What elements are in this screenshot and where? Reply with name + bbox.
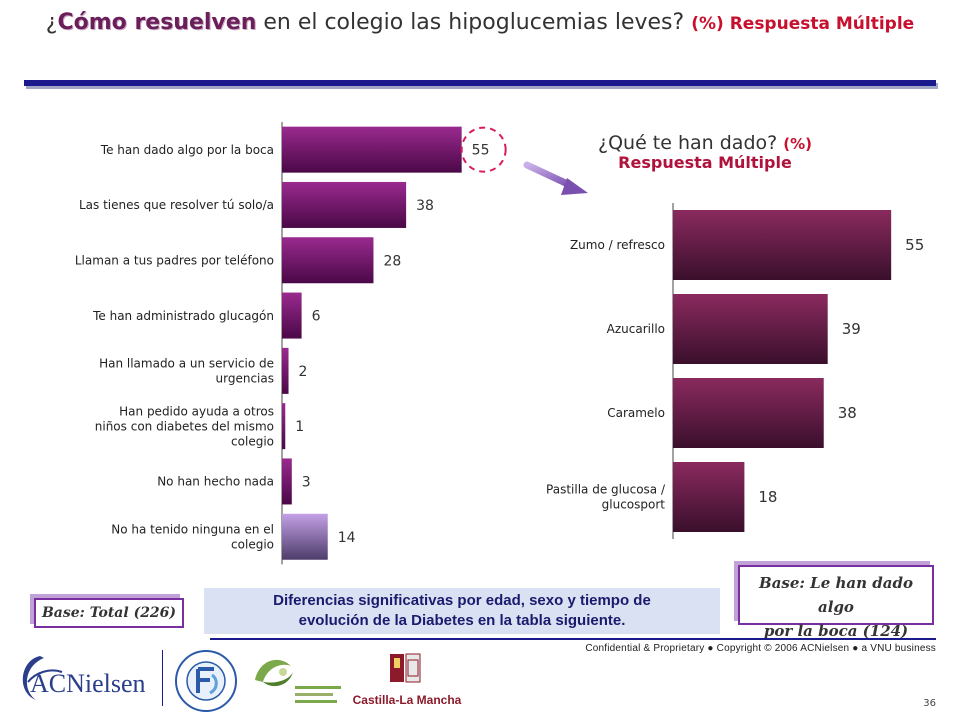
chart-value-label: 55 — [472, 143, 490, 159]
chart-bar — [282, 181, 407, 228]
title-main: en el colegio las hipoglucemias leves? — [256, 10, 692, 35]
right-chart-note: Respuesta Múltiple — [618, 153, 792, 172]
chart-category-label: Te han administrado glucagón — [92, 309, 274, 323]
chart-category-label: Te han dado algo por la boca — [100, 143, 274, 157]
page-title: ¿Cómo resuelven en el colegio las hipogl… — [40, 10, 920, 37]
chart-category-line: Han llamado a un servicio de — [99, 357, 274, 371]
chart-value-label: 38 — [838, 404, 857, 422]
fundacion-diabetes-logo — [175, 650, 237, 712]
copyright-text: Confidential & Proprietary ● Copyright ©… — [585, 643, 936, 654]
chart-category-line: colegio — [231, 537, 274, 551]
chart-category-line: niños con diabetes del mismo — [95, 419, 274, 433]
chart-bar — [282, 237, 374, 284]
chart-category-line: Caramelo — [607, 406, 665, 420]
chart-category-label: Han llamado a un servicio de urgencias — [99, 357, 274, 386]
chart-category-label: No han hecho nada — [157, 475, 274, 489]
chart-category-line: Las tienes que resolver tú solo/a — [79, 198, 274, 212]
chart-category-label: No ha tenido ninguna en el colegio — [111, 522, 274, 551]
diagonal-arrow-icon — [523, 161, 588, 195]
significance-note: Diferencias significativas por edad, sex… — [204, 588, 720, 634]
base-subgroup-line1: Base: Le han dado algo — [759, 574, 913, 616]
chart-category-line: Han pedido ayuda a otros — [119, 404, 274, 418]
chart-bar — [282, 126, 462, 173]
right-chart-title: ¿Qué te han dado? (%) Respuesta Múltiple — [560, 132, 850, 172]
chart-category-line: No han hecho nada — [157, 475, 274, 489]
title-prefix: ¿ — [45, 10, 58, 35]
chart-category-label: Caramelo — [607, 406, 665, 420]
title-note: (%) Respuesta Múltiple — [691, 14, 915, 34]
chart-category-line: colegio — [231, 434, 274, 448]
chart-category-line: urgencias — [216, 372, 274, 386]
chart-category-line: No ha tenido ninguna en el — [111, 522, 274, 536]
significance-note-line2: evolución de la Diabetes en la tabla sig… — [298, 612, 626, 629]
right-chart-question: ¿Qué te han dado? — [597, 132, 784, 154]
castilla-la-mancha-logo: Castilla-La Mancha — [353, 653, 462, 707]
chart-value-label: 1 — [295, 419, 304, 435]
title-rule — [24, 80, 936, 86]
chart-category-label: Pastilla de glucosa / glucosport — [546, 483, 666, 512]
chart-bar — [282, 403, 286, 450]
footer-rule — [210, 638, 936, 640]
right-chart-pct: (%) — [783, 135, 813, 153]
chart-category-label: Han pedido ayuda a otros niños con diabet… — [95, 404, 274, 448]
chart-value-label: 14 — [338, 530, 356, 546]
chart-value-label: 38 — [416, 198, 434, 214]
chart-value-label: 6 — [312, 309, 321, 325]
fundacion-cm-logo — [255, 659, 341, 703]
page-number: 36 — [923, 698, 936, 709]
right-chart: 55 Zumo / refresco 39 Azucarillo 38 Caramelo 1… — [546, 203, 924, 539]
acnielsen-logo: ACNielsen — [22, 656, 146, 700]
left-chart: 55 Te han dado algo por la boca 38 Las tien… — [75, 122, 507, 565]
base-subgroup-label: Base: Le han dado algo por la boca (124) — [738, 565, 934, 640]
chart-category-line: glucosport — [602, 498, 666, 512]
chart-category-line: Pastilla de glucosa / — [546, 483, 666, 497]
chart-category-label: Llaman a tus padres por teléfono — [75, 253, 274, 267]
title-emphasis: Cómo resuelven — [57, 10, 257, 35]
chart-bar — [282, 458, 292, 505]
chart-category-label: Azucarillo — [607, 322, 665, 336]
chart-bar — [673, 378, 824, 448]
chart-category-label: Zumo / refresco — [570, 238, 665, 252]
base-subgroup-line2: por la boca (124) — [763, 622, 909, 640]
chart-value-label: 39 — [842, 320, 861, 338]
castilla-la-mancha-logo-text: Castilla-La Mancha — [353, 693, 462, 707]
base-total-label: Base: Total (226) — [34, 598, 184, 628]
chart-value-label: 18 — [758, 488, 777, 506]
chart-category-line: Zumo / refresco — [570, 238, 665, 252]
chart-category-line: Azucarillo — [607, 322, 665, 336]
chart-category-label: Las tienes que resolver tú solo/a — [79, 198, 274, 212]
chart-value-label: 28 — [383, 253, 401, 269]
chart-value-label: 2 — [299, 364, 308, 380]
chart-bar — [673, 210, 892, 280]
logo-separator — [162, 650, 163, 706]
chart-bar — [282, 513, 328, 560]
chart-bar — [673, 294, 828, 364]
chart-value-label: 55 — [905, 236, 924, 254]
chart-category-line: Te han dado algo por la boca — [100, 143, 274, 157]
chart-bar — [673, 462, 745, 532]
acnielsen-logo-text: ACNielsen — [30, 669, 146, 698]
chart-value-label: 3 — [302, 474, 311, 490]
significance-note-line1: Diferencias significativas por edad, sex… — [273, 592, 651, 609]
chart-bar — [282, 347, 289, 394]
chart-bar — [282, 292, 302, 339]
chart-category-line: Te han administrado glucagón — [92, 309, 274, 323]
dashed-circle-highlight — [460, 126, 507, 173]
chart-category-line: Llaman a tus padres por teléfono — [75, 253, 274, 267]
